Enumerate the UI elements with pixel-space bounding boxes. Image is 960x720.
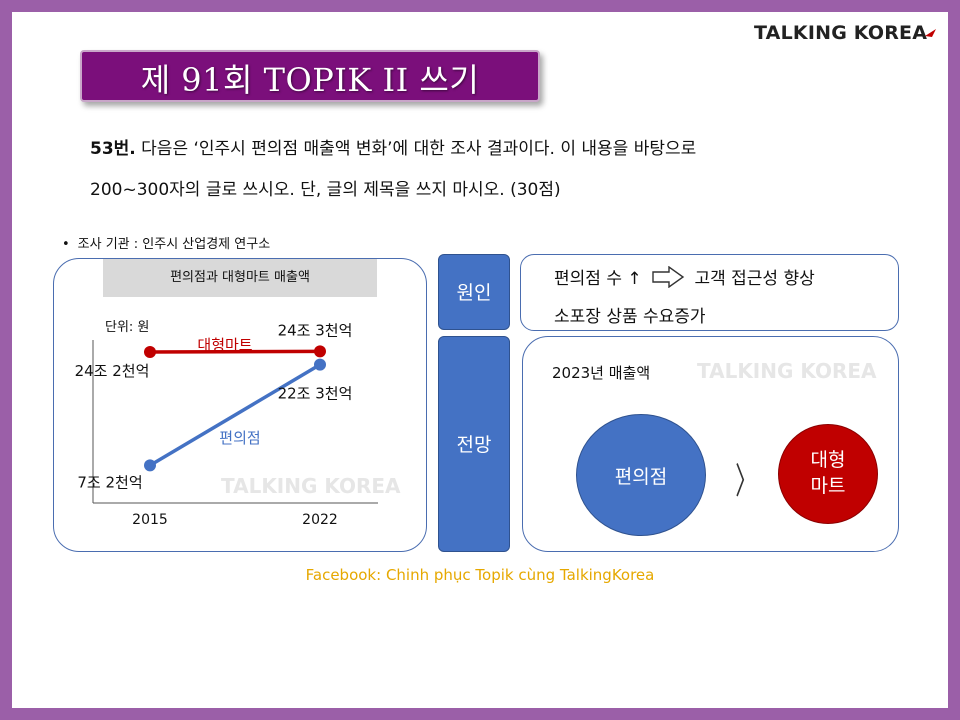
watermark-right: TALKING KOREA [697,359,877,383]
footer-facebook: Facebook: Chinh phục Topik cùng TalkingK… [305,566,655,584]
unit-label: 단위: 원 [105,320,149,335]
title-banner: 제 91회 TOPIK II 쓰기 [80,50,540,102]
cause-panel [520,254,899,331]
watermark-left: TALKING KOREA [221,474,401,498]
cause-line-2: 소포장 상품 수요증가 [554,307,706,327]
page-title: 제 91회 TOPIK II 쓰기 [140,61,480,99]
brand-logo: TALKING KOREA [754,22,938,44]
hypermarket-label-1: 대형 [810,449,846,472]
series-line [149,349,321,354]
logo-mark-icon: A [912,22,928,44]
survey-text: 조사 기관 : 인주시 산업경제 연구소 [77,237,271,252]
logo-arrow-icon [925,29,937,37]
question-line-2: 200~300자의 글로 쓰시오. 단, 글의 제목을 쓰지 마시오. (30점… [90,180,561,200]
convenience-store-circle: 편의점 [576,414,706,536]
survey-source: • 조사 기관 : 인주시 산업경제 연구소 [62,233,270,252]
outlook-tag: 전망 [438,336,510,552]
convenience-store-label: 편의점 [614,465,668,488]
data-label: 24조 3천억 [278,321,353,339]
question-line-1: 53번. 다음은 ‘인주시 편의점 매출액 변화’에 대한 조사 결과이다. 이… [90,134,696,159]
x-tick-label: 2022 [302,512,338,528]
data-label: 7조 2천억 [77,473,142,491]
hypermarket-circle: 대형 마트 [778,424,878,524]
logo-text: TALKING KORE [754,22,913,44]
hypermarket-label-2: 마트 [810,475,846,497]
bullet-icon: • [62,237,70,252]
question-text-1: 다음은 ‘인주시 편의점 매출액 변화’에 대한 조사 결과이다. 이 내용을 … [135,139,697,159]
data-point [314,358,326,371]
x-tick-label: 2015 [132,512,168,528]
data-point [314,345,326,358]
data-point [144,459,156,472]
data-label: 24조 2천억 [75,362,150,380]
right-arrow-icon [652,265,685,289]
cause-right-text: 고객 접근성 향상 [694,269,815,289]
series-name-label: 편의점 [219,429,260,447]
series-line [149,363,321,467]
outlook-label: 2023년 매출액 [552,364,651,382]
cause-left-text: 편의점 수 ↑ [554,269,642,289]
cause-line-1: 편의점 수 ↑ 고객 접근성 향상 [554,264,815,289]
question-number: 53번. [90,139,136,159]
cause-tag: 원인 [438,254,510,330]
chart-title: 편의점과 대형마트 매출액 [103,259,377,297]
data-label: 22조 3천억 [278,385,353,403]
series-name-label: 대형마트 [197,336,252,354]
data-point [144,346,156,358]
greater-than-icon: 〉 [735,461,757,502]
